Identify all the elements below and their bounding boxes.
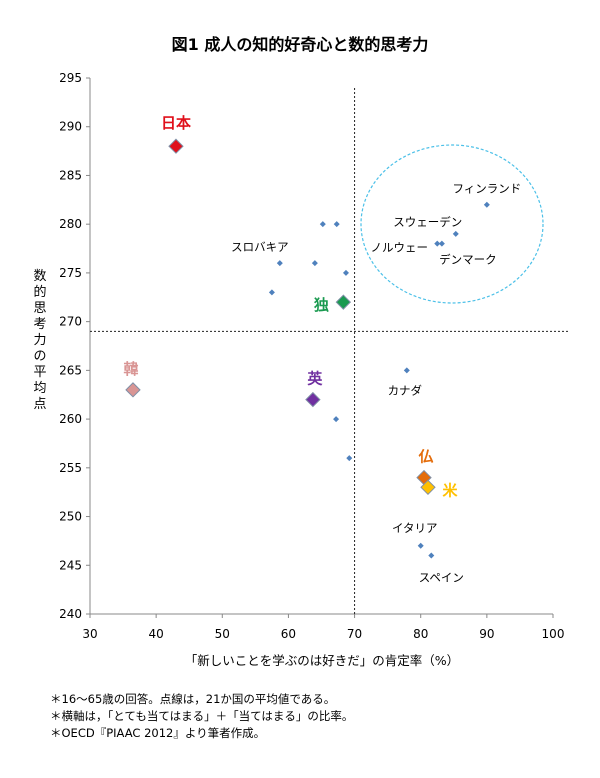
footnote: ＊OECD『PIAAC 2012』より筆者作成。 xyxy=(50,726,266,740)
y-tick-label: 290 xyxy=(59,120,82,134)
footnote: ＊16～65歳の回答。点線は，21か国の平均値である。 xyxy=(50,692,336,706)
y-tick-label: 250 xyxy=(59,510,82,524)
data-point-highlight xyxy=(335,294,352,310)
y-tick-label: 240 xyxy=(59,607,82,621)
y-tick-label: 245 xyxy=(59,558,82,572)
y-tick-label: 255 xyxy=(59,461,82,475)
y-axis-label-char: 的 xyxy=(33,284,46,300)
data-point xyxy=(333,221,340,228)
data-point-highlight xyxy=(420,479,436,496)
y-axis-label-char: 思 xyxy=(33,301,46,316)
y-axis-label-char: 力 xyxy=(33,333,46,348)
data-point xyxy=(428,552,435,559)
y-axis-label-char: の xyxy=(33,349,46,364)
data-label: 米 xyxy=(442,481,458,499)
data-point xyxy=(268,289,275,296)
data-point-highlight xyxy=(168,138,184,154)
data-point xyxy=(438,240,445,247)
footnotes: ＊16～65歳の回答。点線は，21か国の平均値である。 ＊横軸は，「とても当ては… xyxy=(50,691,353,742)
data-point xyxy=(403,367,410,374)
data-point xyxy=(342,269,349,276)
data-label: 韓 xyxy=(123,360,138,378)
data-point xyxy=(434,240,441,247)
x-tick-label: 70 xyxy=(347,627,362,641)
y-axis-label-char: 均 xyxy=(33,381,46,396)
x-tick-label: 60 xyxy=(281,627,296,641)
data-label: 英 xyxy=(307,370,323,388)
data-label: カナダ xyxy=(388,383,423,397)
scatter-chart: 図1 成人の知的好奇心と数的思考力 「新しいことを学ぶのは好きだ」の肯定率（%）… xyxy=(33,35,568,668)
y-tick-label: 285 xyxy=(59,168,82,182)
data-label: スウェーデン xyxy=(393,215,462,229)
nordic-highlight-circle xyxy=(360,144,544,304)
data-point xyxy=(483,201,490,208)
data-label: 日本 xyxy=(161,114,191,132)
data-label: ノルウェー xyxy=(371,241,429,255)
x-tick-label: 90 xyxy=(479,627,494,641)
data-point-highlight xyxy=(125,382,141,398)
data-label: 独 xyxy=(314,296,329,314)
data-point xyxy=(346,455,353,462)
data-point xyxy=(311,260,318,267)
y-axis-label-char: 数 xyxy=(33,269,46,284)
y-tick-label: 295 xyxy=(59,71,82,85)
data-point xyxy=(319,221,326,228)
y-axis-label-char: 点 xyxy=(33,397,46,412)
x-tick-label: 50 xyxy=(215,627,230,641)
chart-title: 図1 成人の知的好奇心と数的思考力 xyxy=(172,35,429,54)
data-point xyxy=(333,416,340,423)
x-axis-label: 「新しいことを学ぶのは好きだ」の肯定率（%） xyxy=(185,653,459,668)
y-tick-label: 260 xyxy=(59,412,82,426)
data-label: デンマーク xyxy=(439,253,497,267)
x-tick-label: 40 xyxy=(149,627,164,641)
data-label: フィンランド xyxy=(452,182,521,196)
x-tick-label: 30 xyxy=(82,627,97,641)
data-label: イタリア xyxy=(392,521,438,535)
y-tick-label: 275 xyxy=(59,266,82,280)
x-tick-label: 80 xyxy=(413,627,428,641)
y-axis-label-char: 考 xyxy=(33,317,46,332)
y-tick-label: 280 xyxy=(59,217,82,231)
data-point xyxy=(276,260,283,267)
x-tick-label: 100 xyxy=(542,627,565,641)
data-label: スロバキア xyxy=(231,240,289,254)
data-point xyxy=(417,542,424,549)
y-tick-label: 265 xyxy=(59,363,82,377)
data-point-highlight xyxy=(305,391,321,408)
y-tick-label: 270 xyxy=(59,315,82,329)
data-label: 仏 xyxy=(419,448,434,466)
data-point xyxy=(452,230,459,237)
data-label: スペイン xyxy=(419,571,464,585)
y-axis-label-char: 平 xyxy=(33,365,46,380)
footnote: ＊横軸は，「とても当てはまる」＋「当てはまる」の比率。 xyxy=(50,709,354,723)
